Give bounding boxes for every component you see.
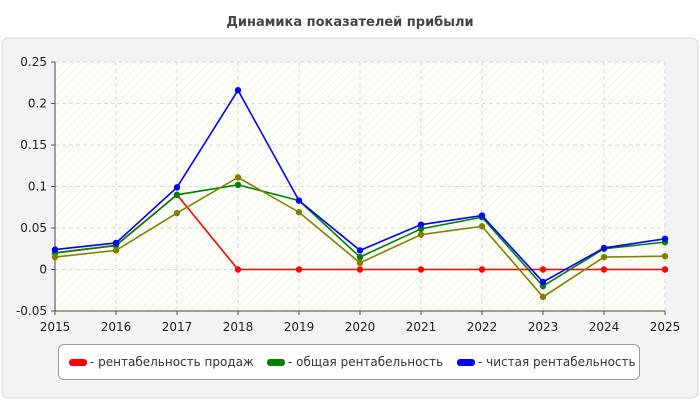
data-point-1	[356, 253, 364, 261]
x-tick-label: 2023	[528, 320, 559, 334]
legend-label: - общая рентабельность	[288, 355, 444, 369]
data-point-1	[234, 181, 242, 189]
legend-item-net-profitability: - чистая рентабельность	[457, 345, 636, 379]
y-tick-label: 0.15	[20, 138, 47, 152]
data-point-3	[112, 247, 120, 254]
y-tick-label: 0.25	[20, 55, 47, 69]
data-point-3	[295, 209, 303, 216]
legend-label: - рентабельность продаж	[90, 355, 254, 369]
x-tick-label: 2017	[162, 320, 193, 334]
data-point-1	[173, 191, 181, 198]
data-point-2	[51, 246, 59, 253]
data-point-3	[356, 259, 364, 267]
x-tick-label: 2020	[345, 320, 376, 334]
x-tick-label: 2021	[406, 320, 437, 334]
data-point-2	[234, 87, 242, 94]
data-point-0	[234, 266, 242, 273]
axes: -0.05 0 0.05 0.1 0.15 0.2 0.25 2015 2016 2017 2018…	[16, 55, 680, 334]
data-point-3	[417, 231, 425, 238]
legend-swatch-red	[69, 358, 87, 366]
data-point-2	[112, 239, 120, 247]
data-point-2	[356, 247, 364, 254]
y-tick-label: 0.2	[28, 97, 47, 111]
data-point-3	[600, 253, 608, 261]
legend-swatch-blue	[457, 358, 475, 366]
data-point-2	[661, 235, 669, 242]
x-tick-label: 2022	[467, 320, 498, 334]
data-point-2	[478, 212, 486, 219]
legend: - рентабельность продаж - общая рентабел…	[58, 344, 640, 380]
chart-title: Динамика показателей прибыли	[226, 15, 473, 30]
y-tick-label: 0.1	[28, 180, 47, 194]
data-point-0	[356, 266, 364, 273]
data-point-3	[51, 253, 59, 261]
y-tick-label: 0.05	[20, 221, 47, 235]
data-point-0	[539, 266, 547, 273]
x-tick-label: 2019	[284, 320, 315, 334]
legend-item-sales-profitability: - рентабельность продаж	[69, 345, 254, 379]
data-point-0	[417, 266, 425, 273]
x-tick-label: 2018	[223, 320, 254, 334]
legend-item-total-profitability: - общая рентабельность	[267, 345, 443, 379]
data-point-0	[478, 266, 486, 273]
data-point-2	[173, 184, 181, 191]
data-point-0	[295, 266, 303, 273]
data-point-3	[478, 223, 486, 230]
series-group	[51, 87, 669, 301]
data-point-0	[600, 266, 608, 273]
data-point-3	[234, 174, 242, 181]
legend-label: - чистая рентабельность	[478, 355, 636, 369]
data-point-0	[661, 266, 669, 273]
y-tick-label: 0	[39, 263, 47, 277]
data-point-3	[173, 209, 181, 217]
data-point-2	[417, 221, 425, 228]
legend-swatch-green	[267, 358, 285, 366]
x-tick-label: 2015	[40, 320, 71, 334]
x-tick-label: 2025	[650, 320, 681, 334]
data-point-3	[539, 293, 547, 301]
data-point-2	[539, 278, 547, 286]
data-point-3	[661, 253, 669, 260]
y-tick-label: -0.05	[16, 304, 47, 318]
data-point-2	[295, 197, 303, 204]
data-point-2	[600, 244, 608, 252]
x-tick-label: 2024	[589, 320, 620, 334]
x-tick-label: 2016	[101, 320, 132, 334]
